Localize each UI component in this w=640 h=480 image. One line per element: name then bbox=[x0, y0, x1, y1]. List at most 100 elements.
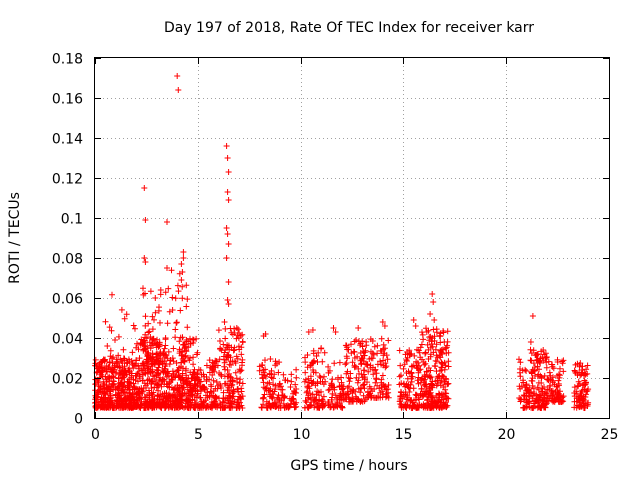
data-point bbox=[348, 350, 355, 357]
data-point bbox=[110, 354, 117, 361]
data-point bbox=[215, 327, 222, 334]
data-point bbox=[180, 249, 187, 255]
data-point bbox=[410, 317, 417, 323]
data-point bbox=[528, 377, 535, 384]
data-point bbox=[405, 384, 412, 391]
data-point bbox=[176, 374, 183, 381]
data-point bbox=[129, 361, 136, 368]
data-point bbox=[184, 324, 191, 331]
data-point bbox=[302, 369, 309, 376]
data-point bbox=[268, 367, 275, 374]
data-point bbox=[148, 342, 155, 349]
data-point bbox=[135, 346, 142, 353]
data-point bbox=[555, 377, 562, 384]
data-point bbox=[308, 396, 314, 403]
data-point bbox=[442, 402, 449, 409]
data-point bbox=[179, 392, 186, 399]
data-point bbox=[222, 335, 229, 342]
data-point bbox=[377, 347, 384, 354]
data-point bbox=[583, 366, 590, 373]
data-point bbox=[118, 306, 125, 313]
data-point bbox=[278, 386, 285, 393]
data-point bbox=[145, 329, 152, 336]
data-point bbox=[107, 387, 114, 393]
data-point bbox=[165, 348, 172, 355]
data-point bbox=[194, 382, 201, 389]
data-point bbox=[584, 362, 591, 369]
data-point bbox=[225, 169, 232, 175]
x-tick-label: 5 bbox=[194, 427, 203, 443]
data-point bbox=[224, 387, 231, 394]
data-point bbox=[328, 382, 335, 389]
data-point bbox=[183, 374, 190, 381]
data-point bbox=[162, 342, 169, 349]
data-point bbox=[126, 379, 133, 386]
data-point bbox=[542, 389, 549, 396]
data-point bbox=[355, 325, 362, 331]
data-point bbox=[102, 318, 109, 325]
data-point bbox=[343, 360, 350, 366]
data-point bbox=[320, 393, 327, 400]
data-point bbox=[422, 349, 429, 356]
data-point bbox=[380, 362, 387, 369]
data-point bbox=[305, 404, 312, 410]
data-point bbox=[180, 377, 186, 384]
data-point bbox=[155, 364, 162, 371]
data-point bbox=[218, 385, 225, 391]
data-point bbox=[141, 345, 148, 352]
data-point bbox=[430, 326, 437, 333]
data-point bbox=[534, 384, 541, 391]
data-point bbox=[527, 339, 534, 345]
data-point bbox=[239, 356, 246, 363]
data-point bbox=[360, 392, 367, 399]
data-point bbox=[187, 405, 194, 411]
data-point bbox=[382, 394, 389, 401]
chart-title: Day 197 of 2018, Rate Of TEC Index for r… bbox=[164, 20, 534, 36]
data-point bbox=[414, 365, 421, 372]
data-point bbox=[109, 369, 116, 376]
tick-labels: 0 5 10 15 20 25 0 0.02 0.04 0.06 0.08 0.1 0.12 0.14 0.… bbox=[52, 52, 619, 444]
data-point bbox=[417, 366, 424, 373]
y-tick-label: 0.04 bbox=[52, 332, 83, 348]
data-point bbox=[332, 329, 339, 335]
data-point bbox=[349, 359, 356, 366]
data-point bbox=[428, 393, 435, 400]
data-point bbox=[136, 392, 143, 399]
data-point bbox=[343, 353, 350, 360]
data-point bbox=[577, 394, 584, 401]
data-point bbox=[419, 393, 426, 400]
data-point bbox=[546, 369, 553, 376]
data-point bbox=[575, 382, 582, 389]
data-point bbox=[270, 375, 276, 382]
data-point bbox=[238, 385, 245, 392]
y-tick-label: 0.16 bbox=[52, 92, 83, 108]
data-point bbox=[546, 386, 552, 393]
data-point bbox=[543, 364, 550, 371]
data-point bbox=[522, 366, 529, 373]
data-point bbox=[379, 372, 386, 379]
data-point bbox=[175, 288, 182, 295]
data-point bbox=[198, 398, 205, 405]
data-point bbox=[517, 359, 524, 366]
data-point bbox=[410, 385, 417, 392]
data-point bbox=[101, 390, 108, 397]
data-point bbox=[527, 346, 534, 353]
data-point bbox=[549, 392, 556, 399]
data-point bbox=[284, 377, 291, 384]
data-point bbox=[183, 303, 190, 310]
data-point bbox=[112, 337, 118, 343]
data-point bbox=[236, 399, 243, 406]
data-point bbox=[111, 364, 118, 371]
data-point bbox=[120, 371, 127, 378]
data-point bbox=[534, 399, 541, 406]
data-point bbox=[178, 399, 185, 406]
data-point bbox=[123, 360, 130, 367]
data-point bbox=[106, 364, 113, 370]
data-point bbox=[442, 362, 449, 369]
data-point bbox=[147, 288, 154, 295]
data-point bbox=[179, 334, 186, 341]
data-point bbox=[516, 356, 522, 363]
data-point bbox=[445, 358, 452, 365]
data-point bbox=[359, 374, 366, 381]
data-point bbox=[305, 329, 312, 335]
